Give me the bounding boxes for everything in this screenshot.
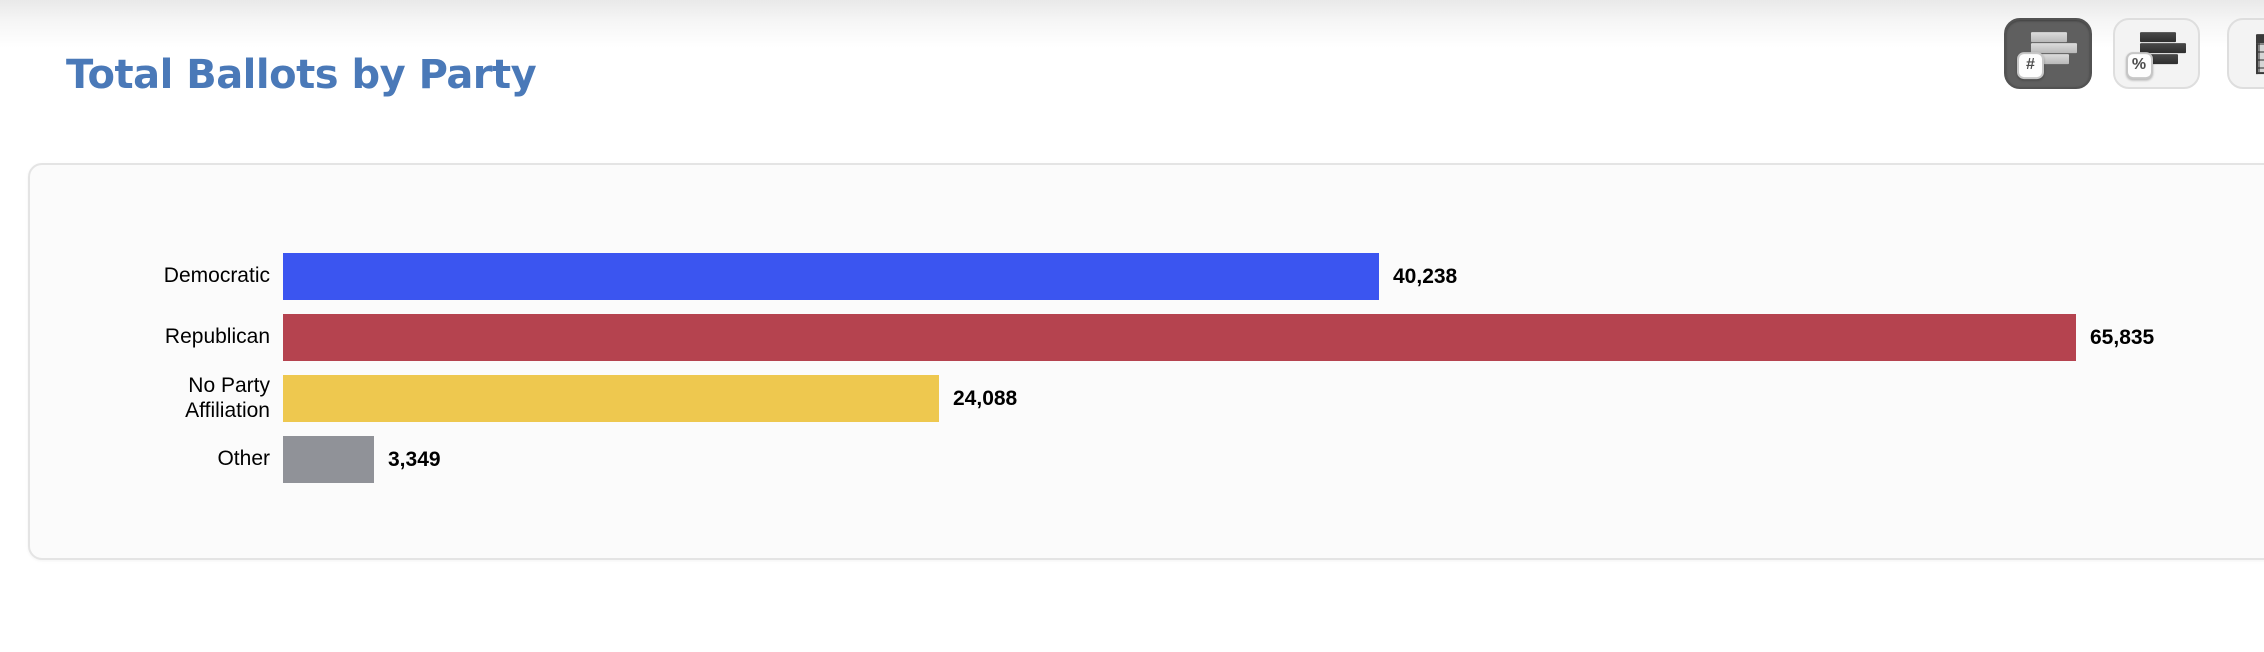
chart-row-no-party-affiliation: No Party Affiliation 24,088	[30, 373, 2264, 422]
category-label-no-party-affiliation: No Party Affiliation	[185, 373, 270, 422]
chart-panel: Democratic 40,238 Republican 65,835 No Party…	[28, 163, 2264, 560]
category-label-other: Other	[217, 447, 270, 471]
number-sign-badge: #	[2017, 51, 2044, 79]
table-view-button[interactable]	[2227, 18, 2264, 89]
bar-chart-percent-icon: %	[2125, 30, 2186, 79]
value-label-no-party-affiliation: 24,088	[953, 386, 1018, 410]
bar-other	[283, 436, 374, 483]
value-label-democratic: 40,238	[1393, 264, 1458, 288]
category-label-republican: Republican	[164, 325, 270, 349]
chart-row-other: Other 3,349	[30, 436, 2264, 483]
percent-sign-badge: %	[2125, 51, 2153, 79]
chart-row-republican: Republican 65,835	[30, 314, 2264, 361]
category-label-democratic: Democratic	[163, 264, 270, 288]
chart-row-democratic: Democratic 40,238	[30, 253, 2264, 300]
bar-republican	[283, 314, 2076, 361]
bar-no-party-affiliation	[283, 375, 939, 422]
value-label-republican: 65,835	[2090, 325, 2155, 349]
percent-view-button[interactable]: %	[2113, 18, 2200, 89]
chart-rows: Democratic 40,238 Republican 65,835 No Party…	[30, 253, 2264, 483]
counts-view-button[interactable]: #	[2004, 18, 2092, 89]
page-title: Total Ballots by Party	[66, 52, 537, 98]
bar-chart-counts-icon: #	[2017, 30, 2077, 79]
value-label-other: 3,349	[388, 447, 441, 471]
data-table-icon	[2242, 30, 2264, 76]
bar-democratic	[283, 253, 1379, 300]
